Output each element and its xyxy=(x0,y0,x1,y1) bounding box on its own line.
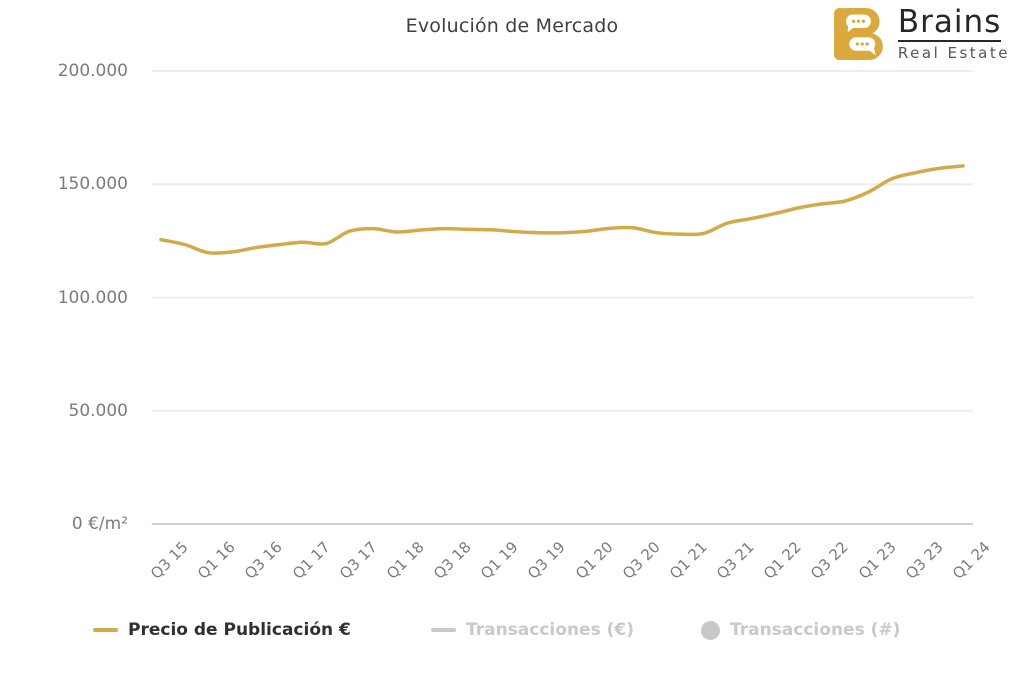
legend-line-marker-icon xyxy=(431,628,456,632)
legend-circle-marker-icon xyxy=(701,620,720,640)
legend-line-marker-icon xyxy=(93,628,118,632)
legend-item-label: Transacciones (#) xyxy=(730,620,901,640)
legend-item-transacciones-eur[interactable]: Transacciones (€) xyxy=(431,620,634,640)
chart-legend: Precio de Publicación € Transacciones (€… xyxy=(0,620,1024,660)
logo-b-speech-bubbles-icon xyxy=(833,7,883,60)
brains-logo: Brains Real Estate xyxy=(830,6,1010,62)
logo-subtitle: Real Estate xyxy=(897,43,1010,62)
logo-text: Brains Real Estate xyxy=(897,4,1010,62)
price-series-line[interactable] xyxy=(159,164,965,255)
chart-title: Evolución de Mercado xyxy=(405,15,619,37)
y-axis-label: 150.000 xyxy=(57,174,128,195)
legend-item-precio-publicacion[interactable]: Precio de Publicación € xyxy=(93,620,351,640)
y-axis-label: 200.000 xyxy=(57,61,128,81)
y-axis-label: 50.000 xyxy=(68,400,128,421)
logo-brand-name: Brains xyxy=(897,4,1002,42)
legend-item-transacciones-num[interactable]: Transacciones (#) xyxy=(701,620,900,640)
y-axis-label: 0 €/m² xyxy=(71,514,128,534)
legend-item-label: Precio de Publicación € xyxy=(128,620,351,640)
y-axis-label: 100.000 xyxy=(57,287,128,308)
legend-item-label: Transacciones (€) xyxy=(466,620,634,640)
